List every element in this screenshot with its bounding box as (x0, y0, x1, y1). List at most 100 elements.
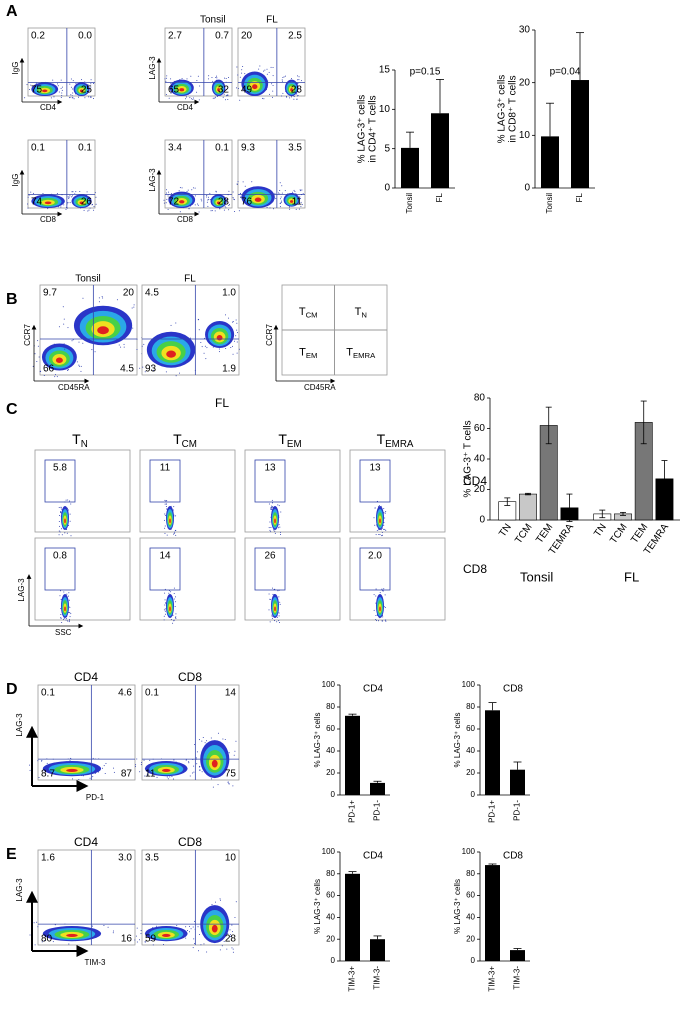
event-dot (197, 75, 199, 77)
quadrant-value: 4.6 (118, 688, 132, 699)
event-dot (37, 340, 39, 342)
event-dot (134, 939, 136, 941)
event-dot (206, 194, 208, 196)
event-dot (149, 759, 151, 761)
x-tick-label: TN (592, 522, 609, 539)
event-dot (234, 750, 236, 752)
x-tick-label: PD-1+ (348, 800, 357, 823)
event-dot (170, 78, 172, 80)
event-dot (60, 87, 62, 89)
event-dot (236, 329, 238, 331)
quadrant-value: 72 (168, 197, 180, 208)
event-dot (163, 615, 165, 617)
event-dot (50, 97, 52, 99)
event-dot (170, 91, 172, 93)
event-dot (190, 75, 192, 77)
event-dot (70, 535, 72, 537)
y-tick-label: 100 (462, 680, 476, 689)
event-dot (43, 939, 45, 941)
event-dot (188, 925, 190, 927)
event-dot (224, 77, 226, 79)
event-dot (206, 201, 208, 203)
x-axis-label: CD4 (40, 103, 57, 112)
schematic-cell: TN (355, 306, 367, 319)
event-dot (71, 97, 73, 99)
event-dot (179, 187, 181, 189)
event-dot (296, 98, 298, 100)
event-dot (279, 189, 281, 191)
event-dot (271, 614, 273, 616)
event-dot (131, 307, 133, 309)
annotation: p=0.04 (550, 67, 581, 78)
event-dot (80, 365, 82, 367)
density-level (161, 768, 171, 772)
event-dot (227, 98, 229, 100)
event-dot (216, 75, 218, 77)
event-dot (381, 588, 383, 590)
density-level (79, 201, 84, 205)
event-dot (270, 507, 272, 509)
event-dot (228, 205, 230, 207)
column-header: TN (72, 431, 88, 450)
event-dot (79, 190, 81, 192)
event-dot (174, 531, 176, 533)
x-axis-label: CD45RA (304, 383, 336, 392)
event-dot (207, 196, 209, 198)
event-dot (112, 932, 114, 934)
event-dot (290, 78, 292, 80)
event-dot (34, 944, 36, 946)
event-dot (210, 778, 212, 780)
quadrant-value: 66 (43, 364, 55, 375)
event-dot (41, 941, 43, 943)
density-level (64, 518, 66, 524)
x-tick-label: PD-1- (373, 800, 382, 821)
event-dot (196, 763, 198, 765)
event-dot (378, 620, 380, 622)
x-tick-label: Tonsil (545, 193, 554, 214)
y-tick-label: 60 (326, 724, 335, 733)
event-dot (225, 88, 227, 90)
density-level (79, 89, 84, 93)
event-dot (198, 329, 200, 331)
event-dot (229, 934, 231, 936)
event-dot (269, 529, 271, 531)
event-dot (194, 204, 196, 206)
gate-value: 14 (159, 551, 171, 562)
event-dot (215, 901, 217, 903)
quadrant-value: 9.3 (241, 143, 255, 154)
event-dot (293, 98, 295, 100)
event-dot (281, 79, 283, 81)
event-dot (201, 771, 203, 773)
event-dot (232, 785, 234, 787)
event-dot (225, 207, 227, 209)
event-dot (273, 208, 275, 210)
event-dot (165, 505, 167, 507)
event-dot (211, 903, 213, 905)
event-dot (300, 205, 302, 207)
event-dot (144, 371, 146, 373)
event-dot (69, 760, 71, 762)
event-dot (229, 929, 231, 931)
event-dot (67, 369, 69, 371)
event-dot (84, 97, 86, 99)
event-dot (231, 345, 233, 347)
event-dot (236, 183, 238, 185)
event-dot (279, 531, 281, 533)
event-dot (88, 96, 90, 98)
event-dot (382, 616, 384, 618)
event-dot (380, 529, 382, 531)
event-dot (228, 752, 230, 754)
event-dot (236, 341, 238, 343)
event-dot (266, 206, 268, 208)
event-dot (170, 591, 172, 593)
event-dot (278, 524, 280, 526)
event-dot (170, 619, 172, 621)
event-dot (58, 520, 60, 522)
event-dot (65, 499, 67, 501)
gate (149, 459, 181, 503)
event-dot (136, 758, 138, 760)
main-text: T (278, 431, 287, 447)
event-dot (210, 210, 212, 212)
event-dot (198, 739, 200, 741)
column-title: CD8 (178, 670, 202, 684)
